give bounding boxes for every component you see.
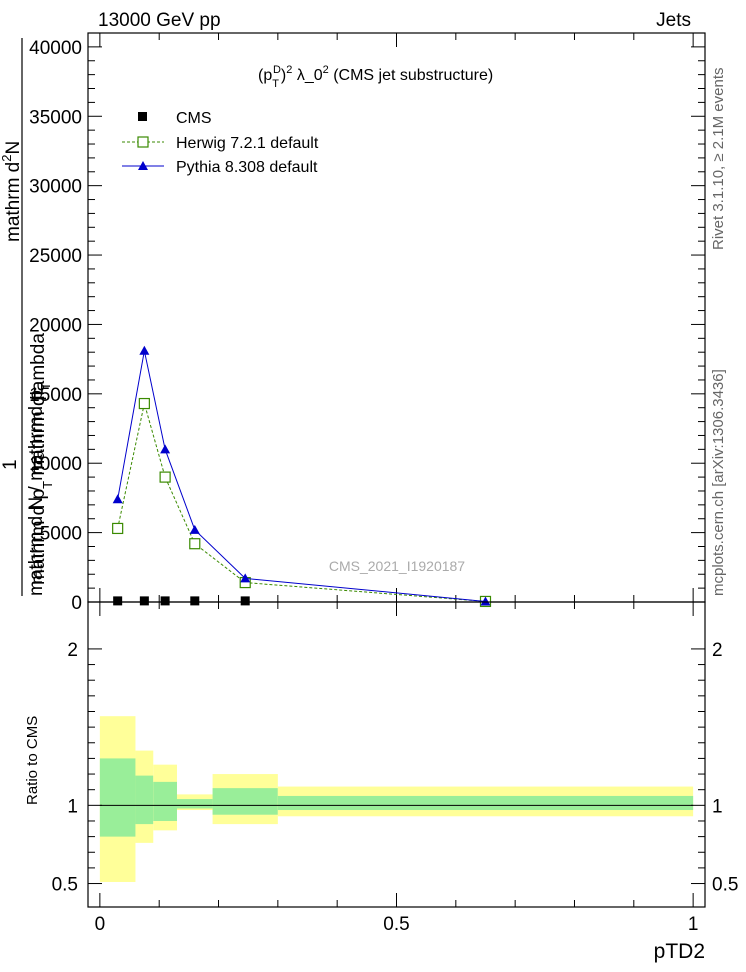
series-line-1 [117, 403, 486, 602]
herwig-point [138, 397, 150, 410]
plot-title: (pTD)2 λ_02 (CMS jet substructure) [258, 64, 493, 90]
pythia-point [189, 524, 200, 534]
collision-label: 13000 GeV pp [98, 10, 221, 31]
rivet-label: Rivet 3.1.10, ≥ 2.1M events [710, 68, 727, 251]
main-y-tick-labels: 0 5000 10000 15000 20000 25000 30000 35000 40000 [29, 38, 82, 614]
ratio-band-green [176, 799, 213, 809]
legend-herwig-marker [137, 136, 149, 148]
main-y-tick-label: 40000 [29, 38, 82, 59]
x-tick-label: 0 [95, 914, 106, 935]
main-y-tick-label: 25000 [29, 246, 82, 267]
main-y-tick-label: 5000 [40, 524, 82, 545]
ratio-y-tick-label-right: 1 [712, 796, 723, 817]
pythia-point [480, 596, 491, 606]
pythia-point [160, 444, 171, 454]
herwig-point [159, 471, 171, 483]
ratio-ticks [88, 602, 705, 907]
mcplots-label: mcplots.cern.ch [arXiv:1306.3436] [710, 369, 727, 596]
ratio-band-green [212, 788, 278, 815]
legend-pythia-label: Pythia 8.308 default [176, 159, 318, 176]
legend-cms-marker [138, 112, 147, 121]
series-line-2 [117, 350, 486, 602]
cms-point [190, 596, 200, 606]
ratio-tick-labels: 0.5 0.5 1 1 2 2 [52, 640, 739, 896]
ratio-band-green [99, 758, 136, 837]
pythia-point [139, 345, 150, 355]
svg-text:1: 1 [0, 459, 21, 470]
main-y-tick-label: 30000 [29, 177, 82, 198]
ratio-band-green [153, 781, 177, 821]
ratio-y-axis-label: Ratio to CMS [24, 716, 41, 805]
herwig-point [189, 538, 201, 550]
legend-pythia-marker [138, 161, 148, 170]
ratio-plot-frame [87, 601, 706, 908]
legend-herwig-label: Herwig 7.2.1 default [176, 135, 319, 152]
svg-text:mathrm d pT mathrm dlambda: mathrm d pT mathrm dlambda [28, 333, 55, 585]
cms-point [240, 596, 250, 606]
cms-point [139, 596, 149, 606]
main-y-axis-label: mathrm d2N mathrm d pT mathrm dlambda 1 … [0, 38, 55, 596]
herwig-point [112, 522, 124, 535]
ratio-y-tick-label: 2 [67, 640, 78, 661]
cms-point [160, 596, 170, 606]
x-tick-labels: 0 0.5 1 [95, 914, 699, 935]
x-axis-label: pTD2 [654, 940, 705, 963]
analysis-watermark: CMS_2021_I1920187 [329, 558, 465, 574]
svg-text:mathrm d2N: mathrm d2N [0, 141, 24, 242]
cms-point [113, 596, 123, 606]
main-y-tick-label: 10000 [29, 454, 82, 475]
pythia-point [112, 494, 123, 504]
x-tick-label: 1 [688, 914, 699, 935]
x-tick-label: 0.5 [383, 914, 409, 935]
main-y-tick-label: 15000 [29, 385, 82, 406]
process-label: Jets [656, 10, 691, 31]
ratio-y-tick-label: 0.5 [52, 875, 78, 896]
legend-cms-label: CMS [176, 110, 212, 127]
ratio-y-tick-label-right: 0.5 [712, 875, 738, 896]
main-y-tick-label: 20000 [29, 315, 82, 336]
ratio-y-tick-label: 1 [67, 796, 78, 817]
ratio-band-green [277, 795, 694, 811]
svg-text:mathrm d N / mathrmd pT: mathrm d N / mathrmd pT [26, 382, 53, 596]
main-series-group [112, 345, 492, 608]
main-y-ticks [88, 33, 705, 603]
ratio-bands [99, 716, 694, 882]
ratio-y-tick-label-right: 2 [712, 640, 723, 661]
main-y-tick-label: 35000 [29, 107, 82, 128]
ratio-band-green [135, 775, 154, 825]
main-y-tick-label: 0 [71, 593, 82, 614]
pythia-point [240, 573, 251, 583]
legend: CMS Herwig 7.2.1 default Pythia 8.308 de… [122, 110, 319, 176]
